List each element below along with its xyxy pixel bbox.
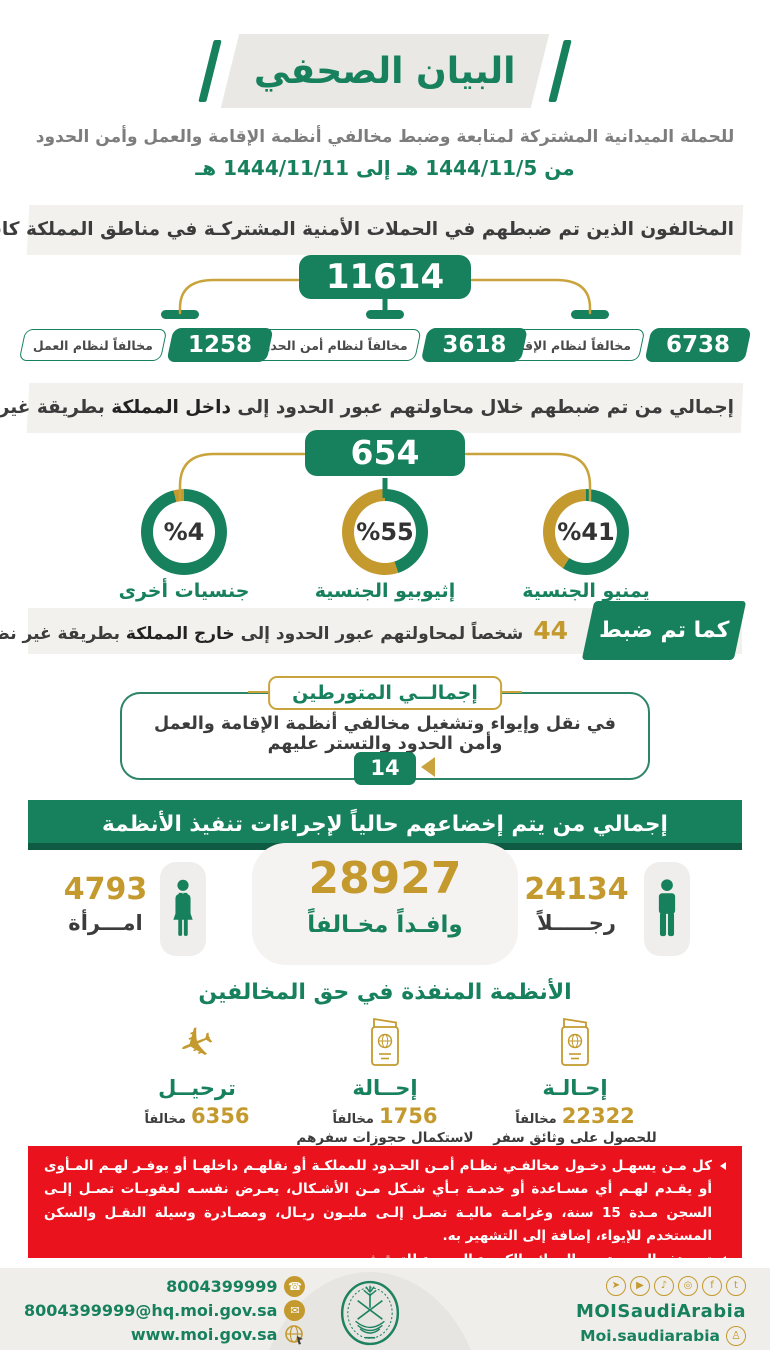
man-icon [658, 879, 676, 937]
men-stat: 24134 رجـــــلاً [519, 872, 634, 935]
warning-bullet: تعد هذه الجريمة من الجرائم الكبيرة الموج… [44, 1249, 726, 1272]
donut-label: إثيوبيو الجنسية [314, 580, 456, 602]
enforced-item-deportation: ✈ ترحيــل 6356 مخالفاً [92, 1014, 302, 1128]
footer-social-block: t f ◎ ♪ ▶ ➤ MOISaudiArabia ♙ Moi.saudiar… [576, 1276, 746, 1346]
section-outside-text: 44شخصاً لمحاولتهم عبور الحدود إلى خارج ا… [0, 616, 568, 645]
total-expats-label: وافـداً مخـالفاً [307, 912, 463, 938]
subtitle: للحملة الميدانية المشتركة لمتابعة وضبط م… [35, 127, 735, 147]
involved-value: 14 [354, 752, 416, 785]
tiktok-icon[interactable]: ♪ [654, 1276, 674, 1296]
phone-number[interactable]: 8004399999 [166, 1277, 278, 1296]
women-value: 4793 [63, 872, 148, 907]
stat-border-security: 3618 مخالفاً لنظام أمن الحدود [241, 328, 529, 362]
total-expats-value: 28927 [308, 853, 462, 904]
donut-percent: %41 [557, 518, 615, 546]
enforced-label: ترحيــل [158, 1076, 236, 1100]
stat-residency: 6738 مخالفاً لنظام الإقامة [490, 328, 752, 362]
men-value: 24134 [524, 872, 629, 907]
women-label: امـــرأة [68, 911, 143, 935]
enforced-title: الأنظمة المنفذة في حق المخالفين [198, 980, 572, 1005]
snapchat-icon[interactable]: ♙ [726, 1326, 746, 1346]
stat-labor: 1258 مخالفاً لنظام العمل [18, 328, 274, 362]
enforced-item-referral-bookings: إحــالة 1756 مخالفاً لاستكمال حجوزات سفر… [280, 1014, 490, 1146]
website-url[interactable]: www.moi.gov.sa [130, 1325, 278, 1344]
total-caught: 11614 [299, 255, 471, 299]
connector-pill [161, 310, 199, 319]
enforced-value: 1756 مخالفاً [332, 1104, 438, 1128]
section-inside-title: إجمالي من تم ضبطهم خلال محاولتهم عبور ال… [0, 397, 734, 418]
slash-icon [548, 40, 572, 102]
bullet-icon [720, 1162, 726, 1170]
phone-icon: ☎ [284, 1276, 306, 1297]
total-blob [252, 843, 518, 965]
warning-box: كل مـن يسهـل دخـول مخالفـي نظـام أمـن ال… [28, 1146, 742, 1314]
donut-label: جنسيات أخرى [118, 580, 250, 602]
globe-icon [285, 1325, 304, 1345]
connector-lines [178, 278, 592, 315]
instagram-icon[interactable]: ◎ [678, 1276, 698, 1296]
connector-lines [178, 452, 592, 502]
social-icons-row: t f ◎ ♪ ▶ ➤ [576, 1276, 746, 1296]
social-handle[interactable]: MOISaudiArabia [575, 1301, 746, 1322]
title-plate: البيان الصحفي [220, 34, 550, 108]
bullet-icon [720, 1255, 726, 1264]
page-title: البيان الصحفي [254, 50, 516, 92]
man-icon-chip [644, 862, 690, 956]
website-row[interactable]: www.moi.gov.sa [131, 1324, 306, 1345]
passport-icon [365, 1014, 405, 1072]
outside-value: 44 [533, 616, 568, 645]
donut-label: يمنيو الجنسية [522, 580, 650, 602]
email-row[interactable]: ✉ 8004399999@hq.moi.gov.sa [24, 1300, 306, 1321]
moi-emblem [340, 1280, 400, 1346]
donut-yemeni: %41 [543, 489, 629, 575]
stat-label: مخالفاً لنظام العمل [18, 329, 168, 361]
woman-icon-chip [160, 862, 206, 956]
woman-icon [173, 879, 193, 936]
total-inside: 654 [305, 430, 465, 476]
involved-text: في نقل وإيواء وتشغيل مخالفي أنظمة الإقام… [154, 714, 616, 754]
enforced-desc: لاستكمال حجوزات سفرهم [296, 1130, 474, 1146]
enforced-label: إحـالـة [542, 1076, 608, 1100]
women-stat: 4793 امـــرأة [48, 872, 163, 935]
arrow-left-icon [421, 757, 435, 777]
snapchat-handle[interactable]: Moi.saudiarabia [580, 1327, 720, 1345]
mail-icon: ✉ [284, 1300, 306, 1321]
passport-icon [555, 1014, 595, 1072]
telegram-icon[interactable]: ➤ [606, 1276, 626, 1296]
snapchat-row[interactable]: ♙ Moi.saudiarabia [576, 1326, 746, 1346]
enforced-item-referral-docs: إحـالـة 22322 مخالفاً للحصول على وثائق س… [470, 1014, 680, 1146]
stat-value: 3618 [421, 328, 529, 362]
footer-contact-block: ☎ 8004399999 ✉ 8004399999@hq.moi.gov.sa … [24, 1276, 306, 1345]
donut-percent: %4 [163, 518, 205, 546]
stat-value: 1258 [166, 328, 274, 362]
outside-badge: كما تم ضبط [581, 601, 747, 660]
connector-pill [366, 310, 404, 319]
donut-percent: %55 [356, 518, 414, 546]
enforced-label: إحــالة [352, 1076, 418, 1100]
phone-row[interactable]: ☎ 8004399999 [166, 1276, 306, 1297]
date-range: من 1444/11/5 هـ إلى 1444/11/11 هـ [195, 156, 575, 180]
slash-icon [198, 40, 222, 102]
involved-label: إجمالــي المتورطين [268, 676, 502, 710]
men-label: رجـــــلاً [536, 911, 617, 935]
warning-bullet: كل مـن يسهـل دخـول مخالفـي نظـام أمـن ال… [44, 1155, 726, 1249]
youtube-icon[interactable]: ▶ [630, 1276, 650, 1296]
enforced-value: 6356 مخالفاً [144, 1104, 250, 1128]
facebook-icon[interactable]: f [702, 1276, 722, 1296]
header: البيان الصحفي [0, 34, 770, 108]
section-caught-title: المخالفون الذين تم ضبطهم في الحملات الأم… [0, 219, 734, 240]
connector-pill [571, 310, 609, 319]
stat-value: 6738 [644, 328, 752, 362]
donut-ethiopian: %55 [342, 489, 428, 575]
plane-icon: ✈ [171, 1013, 223, 1073]
email-address[interactable]: 8004399999@hq.moi.gov.sa [24, 1301, 278, 1320]
enforced-desc: للحصول على وثائق سفر [493, 1130, 657, 1146]
enforced-value: 22322 مخالفاً [515, 1104, 635, 1128]
donut-other: %4 [141, 489, 227, 575]
twitter-icon[interactable]: t [726, 1276, 746, 1296]
